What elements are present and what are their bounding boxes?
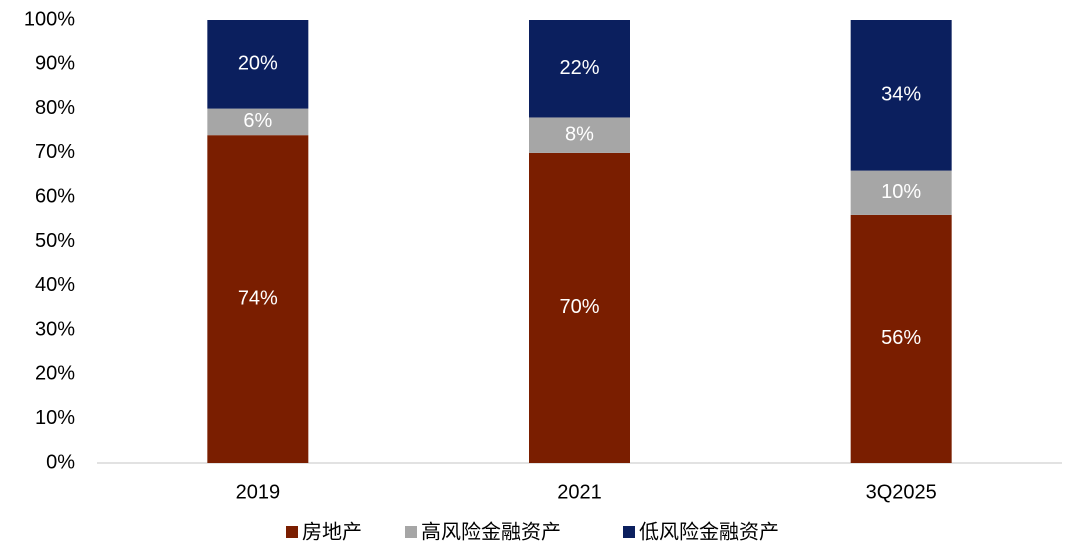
y-tick-label: 20% <box>35 363 75 385</box>
bar-segment <box>207 108 309 136</box>
y-tick-label: 80% <box>35 97 75 119</box>
legend-swatch <box>623 526 635 538</box>
bar-segment <box>207 20 309 109</box>
data-label: 8% <box>565 123 594 145</box>
bar-segment <box>850 214 952 463</box>
bar-segment <box>529 152 630 463</box>
y-tick-label: 60% <box>35 185 75 207</box>
bar-segment <box>850 170 952 215</box>
y-tick-label: 70% <box>35 141 75 163</box>
legend-label: 高风险金融资产 <box>421 520 561 543</box>
data-label: 56% <box>881 327 921 349</box>
data-label: 10% <box>881 181 921 203</box>
y-tick-label: 10% <box>35 407 75 429</box>
data-label: 74% <box>238 287 278 309</box>
data-label: 34% <box>881 84 921 106</box>
bar-segment <box>529 20 630 118</box>
x-tick-label: 2021 <box>557 481 602 503</box>
x-tick-label: 3Q2025 <box>866 481 937 503</box>
y-tick-label: 100% <box>24 8 75 30</box>
y-tick-label: 40% <box>35 274 75 296</box>
legend-label: 房地产 <box>302 520 362 543</box>
y-tick-label: 30% <box>35 318 75 340</box>
data-label: 22% <box>559 57 599 79</box>
legend-label: 低风险金融资产 <box>639 520 779 543</box>
x-tick-label: 2019 <box>236 481 281 503</box>
bar-segment <box>850 20 952 171</box>
y-tick-label: 50% <box>35 230 75 252</box>
data-label: 70% <box>559 296 599 318</box>
legend-swatch <box>286 526 298 538</box>
data-label: 20% <box>238 53 278 75</box>
bar-segment <box>207 135 309 463</box>
bar-segment <box>529 117 630 153</box>
y-tick-label: 0% <box>46 451 75 473</box>
y-tick-label: 90% <box>35 53 75 75</box>
legend-swatch <box>405 526 417 538</box>
data-label: 6% <box>243 110 272 132</box>
